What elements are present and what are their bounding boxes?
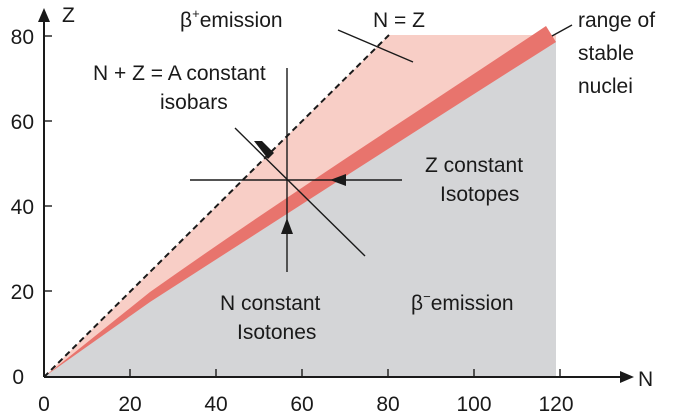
isotone-arrow-icon (281, 218, 293, 234)
isotopes-label: Z constant Isotopes (425, 154, 529, 206)
y-tick-label: 0 (12, 366, 24, 389)
isobar-arrow-icon (254, 141, 274, 159)
beta-plus-label: β+emission (180, 6, 283, 32)
stable-nuclei-band (44, 26, 556, 377)
x-axis-label: N (638, 368, 653, 391)
x-tick-label: 100 (456, 393, 491, 416)
y-axis (38, 8, 50, 377)
y-tick-label: 80 (11, 26, 34, 49)
y-tick-label: 60 (11, 111, 34, 134)
y-axis-label: Z (62, 4, 75, 27)
y-tick-label: 20 (11, 281, 34, 304)
y-ticks: 80 60 40 20 0 (11, 26, 52, 389)
y-tick-label: 40 (11, 196, 34, 219)
n-equals-z-leader (337, 29, 414, 63)
beta-minus-label: β−emission (411, 289, 514, 315)
isotones-label: N constant Isotones (220, 292, 326, 344)
x-tick-label: 80 (376, 393, 399, 416)
stable-range-label: range of stable nuclei (578, 9, 661, 98)
x-ticks: 0 20 40 60 80 100 120 (38, 369, 574, 416)
x-tick-label: 0 (38, 393, 50, 416)
n-equals-z-label: N = Z (373, 9, 425, 32)
x-tick-label: 40 (204, 393, 227, 416)
beta-minus-region (44, 40, 556, 377)
x-tick-label: 20 (118, 393, 141, 416)
isobars-label: N + Z = A constant isobars (93, 62, 272, 114)
stable-range-leader (551, 24, 573, 37)
isotope-arrow-icon (330, 174, 346, 186)
x-tick-label: 60 (290, 393, 313, 416)
x-axis (44, 371, 634, 383)
x-tick-label: 120 (538, 393, 573, 416)
cross-lines (190, 68, 402, 272)
n-equals-z-line (43, 34, 390, 378)
